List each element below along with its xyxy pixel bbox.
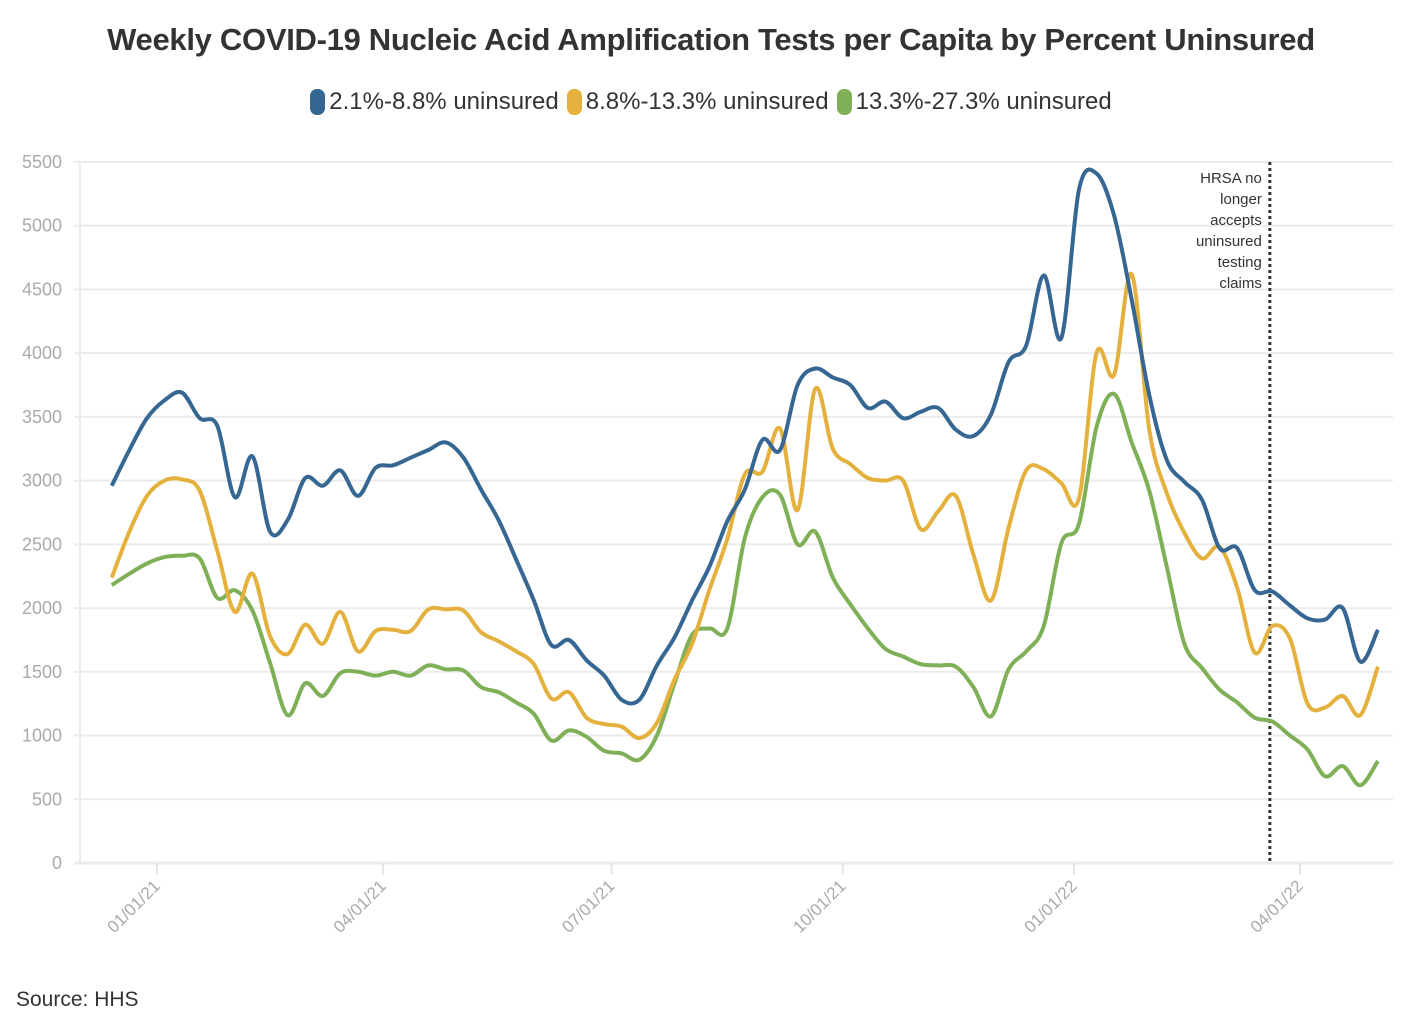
y-tick-label: 5000	[22, 216, 62, 236]
y-tick-label: 1000	[22, 726, 62, 746]
y-tick-label: 0	[52, 853, 62, 873]
legend: 2.1%-8.8% uninsured 8.8%-13.3% uninsured…	[0, 88, 1422, 116]
legend-label-low: 2.1%-8.8% uninsured	[329, 88, 559, 115]
x-tick-label: 04/01/22	[1247, 876, 1307, 936]
legend-item-mid[interactable]: 8.8%-13.3% uninsured	[566, 88, 829, 116]
grid	[74, 161, 1393, 865]
legend-label-mid: 8.8%-13.3% uninsured	[585, 88, 829, 115]
annotation-text: claims	[1219, 275, 1262, 292]
legend-item-low[interactable]: 2.1%-8.8% uninsured	[310, 88, 559, 116]
y-tick-label: 4500	[22, 279, 62, 299]
x-tick-label: 04/01/21	[330, 876, 390, 936]
annotation: HRSA no longer accepts uninsured testing clai…	[1196, 162, 1272, 863]
y-tick-label: 500	[32, 789, 62, 809]
x-tick-label: 01/01/21	[104, 876, 164, 936]
legend-swatch-mid	[566, 89, 582, 115]
series-line-high-uninsured	[110, 391, 1380, 788]
y-tick-label: 2000	[22, 598, 62, 618]
x-tick-label: 01/01/22	[1021, 876, 1081, 936]
annotation-text: uninsured	[1196, 233, 1262, 250]
source-note: Source: HHS	[16, 988, 139, 1011]
y-axis: 0 500 1000 1500 2000 2500 3000 3500 4000 4500 5000…	[22, 152, 62, 873]
annotation-text: accepts	[1210, 212, 1262, 229]
x-tick-label: 10/01/21	[789, 876, 849, 936]
y-tick-label: 3000	[22, 471, 62, 491]
legend-swatch-low	[310, 89, 326, 115]
annotation-text: HRSA no	[1200, 170, 1262, 187]
legend-item-high[interactable]: 13.3%-27.3% uninsured	[836, 88, 1112, 116]
legend-swatch-high	[836, 89, 852, 115]
y-tick-label: 1500	[22, 662, 62, 682]
y-tick-label: 3500	[22, 407, 62, 427]
legend-label-high: 13.3%-27.3% uninsured	[855, 88, 1112, 115]
series-line-mid-uninsured	[109, 271, 1380, 741]
chart-title: Weekly COVID-19 Nucleic Acid Amplificati…	[107, 22, 1315, 57]
y-tick-label: 4000	[22, 343, 62, 363]
y-tick-label: 2500	[22, 534, 62, 554]
x-axis: 01/01/21 04/01/21 07/01/21 10/01/21 01/01/22…	[104, 863, 1307, 937]
annotation-text: longer	[1220, 191, 1262, 208]
series-line-low-uninsured	[109, 167, 1380, 706]
annotation-text: testing	[1218, 254, 1262, 271]
series-lines	[109, 167, 1380, 788]
y-tick-label: 5500	[22, 152, 62, 172]
x-tick-label: 07/01/21	[558, 876, 618, 936]
